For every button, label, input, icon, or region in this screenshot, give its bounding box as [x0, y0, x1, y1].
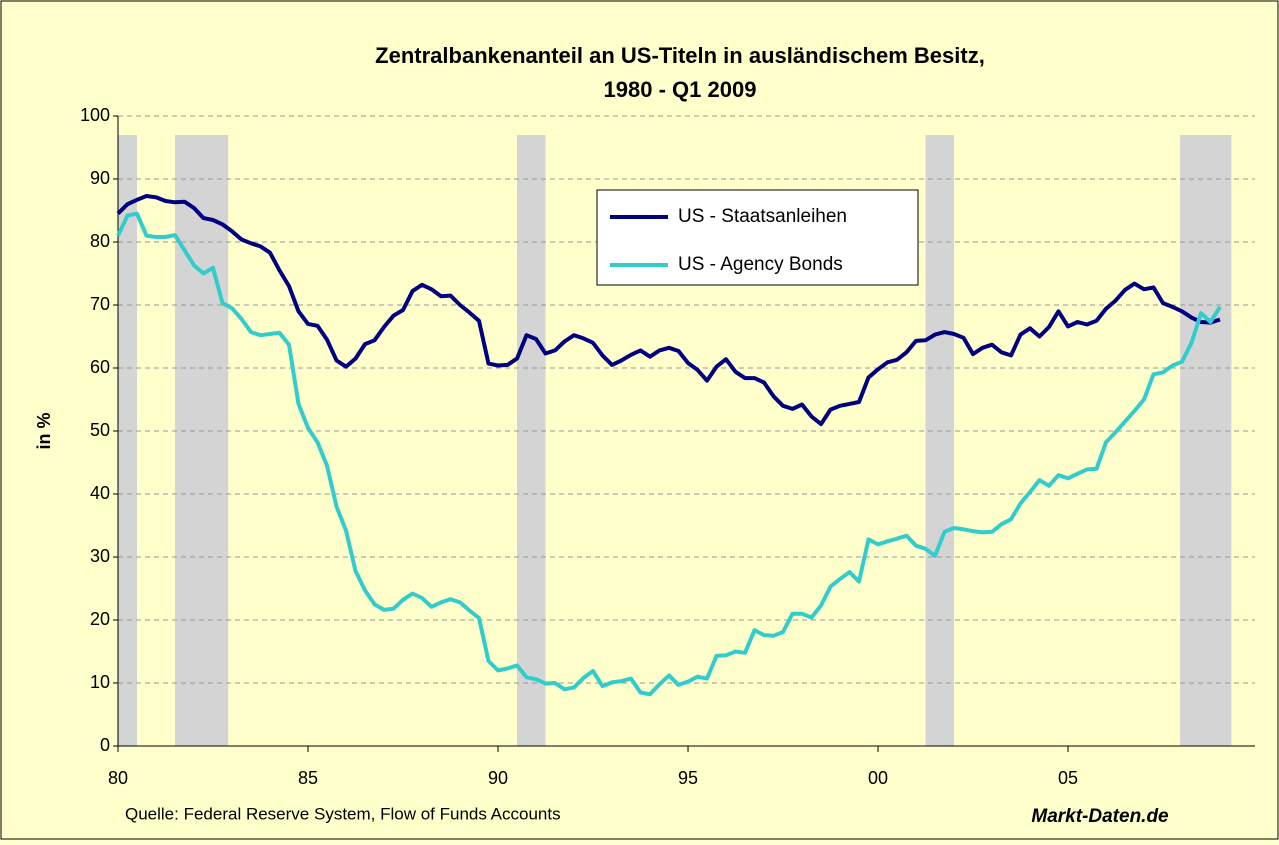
- series-line: [116, 211, 1222, 697]
- x-tick-label: 90: [488, 768, 508, 788]
- chart-title: Zentralbankenanteil an US-Titeln in ausl…: [375, 43, 985, 68]
- x-tick-label: 85: [298, 768, 318, 788]
- y-tick-label: 90: [90, 168, 110, 188]
- source-note: Quelle: Federal Reserve System, Flow of …: [125, 804, 561, 823]
- recession-band: [925, 135, 955, 746]
- x-tick-label: 00: [868, 768, 888, 788]
- legend-box: [596, 189, 919, 286]
- y-tick-label: 60: [90, 357, 110, 377]
- y-tick-label: 30: [90, 546, 110, 566]
- x-tick-label: 80: [108, 768, 128, 788]
- y-tick-label: 70: [90, 294, 110, 314]
- x-tick-label: 05: [1058, 768, 1078, 788]
- legend-label: US - Agency Bonds: [678, 254, 843, 275]
- recession-band: [517, 135, 546, 746]
- y-axis-label: in %: [34, 412, 54, 449]
- series-line: [116, 194, 1221, 427]
- y-tick-label: 40: [90, 483, 110, 503]
- brand: Markt-Daten.de: [1031, 806, 1169, 827]
- recession-band: [118, 135, 138, 746]
- recession-band: [1180, 135, 1232, 746]
- recession-band: [175, 135, 229, 746]
- legend-label: US - Staatsanleihen: [678, 206, 847, 227]
- x-tick-label: 95: [678, 768, 698, 788]
- y-tick-label: 10: [90, 672, 110, 692]
- y-tick-label: 20: [90, 609, 110, 629]
- chart-title: 1980 - Q1 2009: [604, 77, 757, 102]
- y-tick-label: 100: [80, 105, 110, 125]
- y-tick-label: 0: [100, 735, 110, 755]
- y-tick-label: 50: [90, 420, 110, 440]
- y-tick-label: 80: [90, 231, 110, 251]
